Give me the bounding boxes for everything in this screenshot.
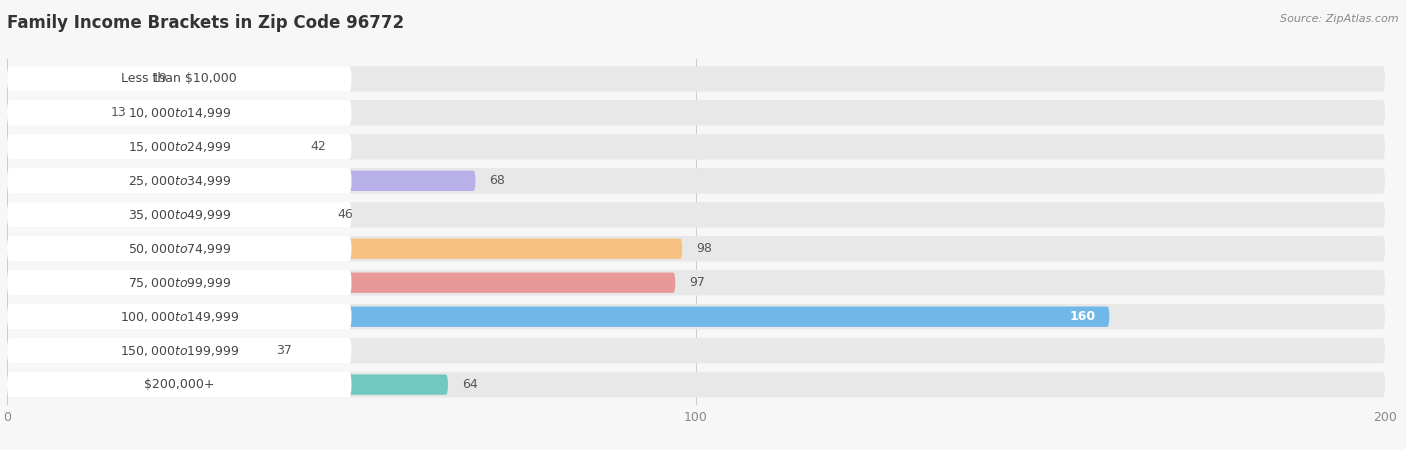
Text: $10,000 to $14,999: $10,000 to $14,999 xyxy=(128,106,231,120)
Text: Less than $10,000: Less than $10,000 xyxy=(121,72,238,86)
FancyBboxPatch shape xyxy=(7,306,1109,327)
FancyBboxPatch shape xyxy=(7,205,323,225)
FancyBboxPatch shape xyxy=(7,273,675,293)
FancyBboxPatch shape xyxy=(7,270,1385,296)
Text: $15,000 to $24,999: $15,000 to $24,999 xyxy=(128,140,231,154)
Text: 98: 98 xyxy=(696,242,711,255)
FancyBboxPatch shape xyxy=(7,134,1385,160)
Text: 13: 13 xyxy=(111,106,127,119)
FancyBboxPatch shape xyxy=(7,100,351,126)
Text: 42: 42 xyxy=(311,140,326,153)
Text: $50,000 to $74,999: $50,000 to $74,999 xyxy=(128,242,231,256)
Text: 37: 37 xyxy=(276,344,291,357)
FancyBboxPatch shape xyxy=(7,341,262,361)
FancyBboxPatch shape xyxy=(7,304,351,329)
Text: 46: 46 xyxy=(337,208,353,221)
FancyBboxPatch shape xyxy=(7,338,1385,364)
FancyBboxPatch shape xyxy=(7,66,1385,92)
FancyBboxPatch shape xyxy=(7,100,1385,126)
FancyBboxPatch shape xyxy=(7,168,351,194)
Text: 97: 97 xyxy=(689,276,704,289)
Text: 64: 64 xyxy=(461,378,478,391)
FancyBboxPatch shape xyxy=(7,202,1385,228)
FancyBboxPatch shape xyxy=(7,238,682,259)
Text: $25,000 to $34,999: $25,000 to $34,999 xyxy=(128,174,231,188)
Text: $100,000 to $149,999: $100,000 to $149,999 xyxy=(120,310,239,324)
FancyBboxPatch shape xyxy=(7,270,351,296)
FancyBboxPatch shape xyxy=(7,134,351,160)
Text: $200,000+: $200,000+ xyxy=(143,378,215,391)
FancyBboxPatch shape xyxy=(7,171,475,191)
FancyBboxPatch shape xyxy=(7,374,449,395)
FancyBboxPatch shape xyxy=(7,372,1385,397)
FancyBboxPatch shape xyxy=(7,304,1385,329)
Text: $150,000 to $199,999: $150,000 to $199,999 xyxy=(120,344,239,358)
FancyBboxPatch shape xyxy=(7,338,351,364)
Text: 68: 68 xyxy=(489,174,505,187)
FancyBboxPatch shape xyxy=(7,69,138,89)
FancyBboxPatch shape xyxy=(7,202,351,228)
Text: $35,000 to $49,999: $35,000 to $49,999 xyxy=(128,208,231,222)
FancyBboxPatch shape xyxy=(7,236,1385,261)
FancyBboxPatch shape xyxy=(7,103,97,123)
FancyBboxPatch shape xyxy=(7,236,351,261)
FancyBboxPatch shape xyxy=(7,372,351,397)
Text: Family Income Brackets in Zip Code 96772: Family Income Brackets in Zip Code 96772 xyxy=(7,14,404,32)
FancyBboxPatch shape xyxy=(7,168,1385,194)
FancyBboxPatch shape xyxy=(7,66,351,92)
Text: $75,000 to $99,999: $75,000 to $99,999 xyxy=(128,276,231,290)
FancyBboxPatch shape xyxy=(7,137,297,157)
Text: 19: 19 xyxy=(152,72,167,86)
Text: 160: 160 xyxy=(1070,310,1095,323)
Text: Source: ZipAtlas.com: Source: ZipAtlas.com xyxy=(1281,14,1399,23)
